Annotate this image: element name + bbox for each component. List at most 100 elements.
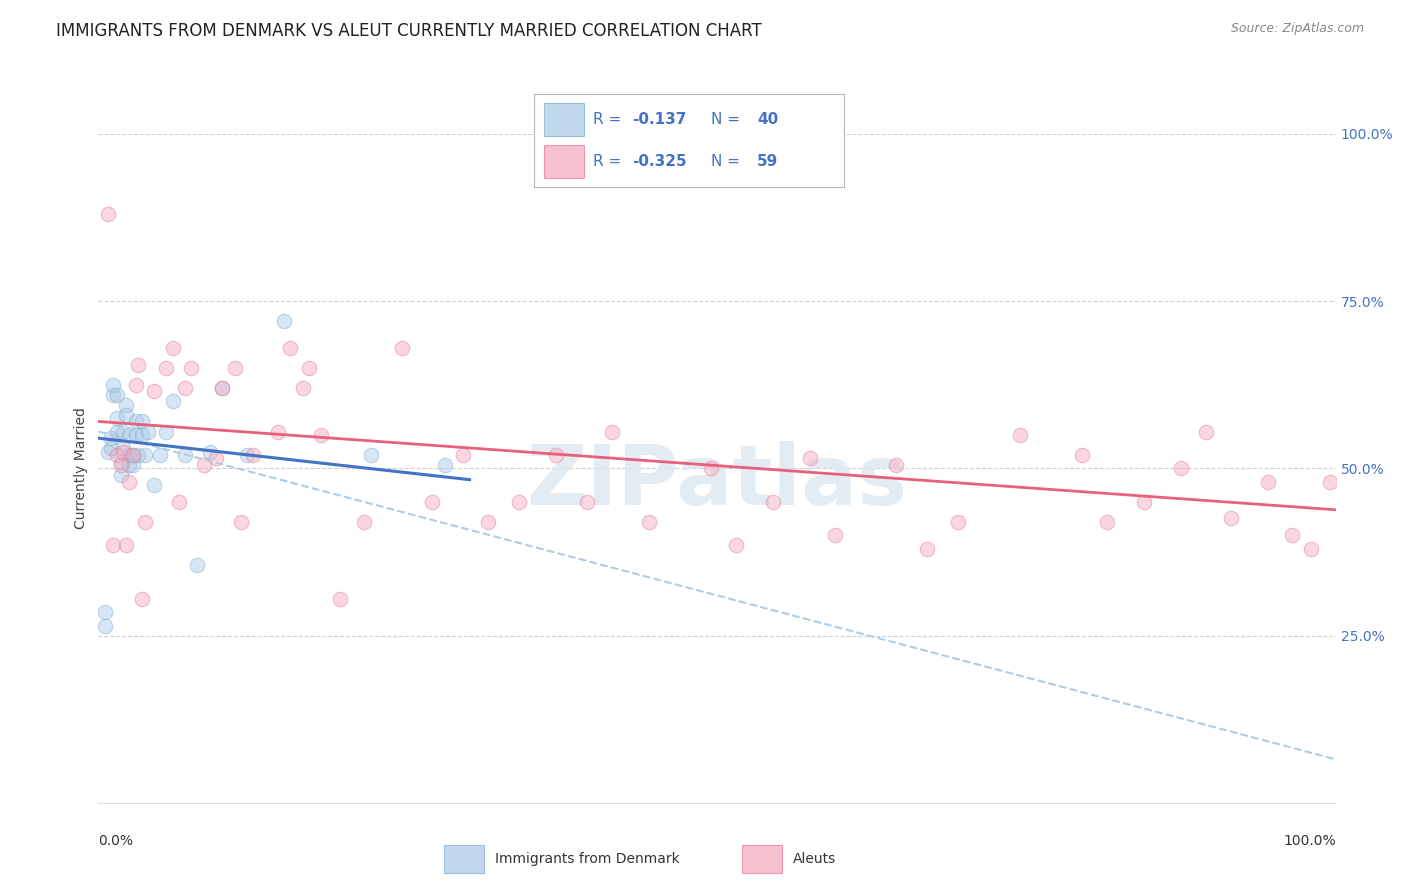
Point bbox=[114, 408, 136, 422]
Point bbox=[1133, 494, 1156, 508]
Point bbox=[600, 425, 623, 439]
Point bbox=[110, 455, 132, 469]
Point bbox=[1095, 515, 1118, 529]
Point bbox=[174, 381, 197, 395]
Point bbox=[112, 444, 135, 458]
Point bbox=[136, 425, 159, 439]
Text: Immigrants from Denmark: Immigrants from Denmark bbox=[495, 852, 679, 865]
Point bbox=[97, 444, 120, 458]
Point bbox=[273, 314, 295, 328]
Point bbox=[114, 538, 136, 552]
Text: -0.137: -0.137 bbox=[631, 112, 686, 127]
Point bbox=[477, 515, 499, 529]
Point bbox=[143, 478, 166, 492]
Point bbox=[1195, 425, 1218, 439]
Point bbox=[105, 448, 128, 462]
Point bbox=[118, 428, 141, 442]
Point bbox=[131, 415, 153, 429]
Text: Aleuts: Aleuts bbox=[793, 852, 837, 865]
Point bbox=[242, 448, 264, 462]
Point bbox=[1071, 448, 1094, 462]
Point bbox=[167, 494, 190, 508]
Point bbox=[453, 448, 475, 462]
Point bbox=[948, 515, 970, 529]
Point bbox=[224, 361, 246, 376]
Point bbox=[131, 591, 153, 606]
Point bbox=[127, 448, 149, 462]
Point bbox=[122, 448, 145, 462]
Point bbox=[205, 451, 228, 466]
Point bbox=[824, 528, 846, 542]
Point bbox=[546, 448, 568, 462]
Text: Source: ZipAtlas.com: Source: ZipAtlas.com bbox=[1230, 22, 1364, 36]
Point bbox=[391, 341, 413, 355]
Bar bbox=[742, 845, 782, 872]
Point bbox=[1299, 541, 1322, 556]
Point bbox=[105, 425, 128, 439]
Bar bbox=[444, 845, 484, 872]
Point bbox=[267, 425, 290, 439]
Text: -0.325: -0.325 bbox=[631, 154, 686, 169]
Text: R =: R = bbox=[593, 112, 626, 127]
Point bbox=[131, 428, 153, 442]
Point bbox=[143, 384, 166, 399]
Point bbox=[638, 515, 661, 529]
Point bbox=[103, 377, 125, 392]
Text: N =: N = bbox=[710, 154, 744, 169]
Point bbox=[122, 458, 145, 472]
Point bbox=[124, 377, 146, 392]
Point bbox=[193, 458, 215, 472]
Point bbox=[1281, 528, 1303, 542]
Point bbox=[162, 394, 184, 409]
Point bbox=[114, 398, 136, 412]
Point bbox=[1170, 461, 1192, 475]
Point bbox=[1010, 428, 1032, 442]
Text: 0.0%: 0.0% bbox=[98, 834, 134, 848]
Point bbox=[118, 475, 141, 489]
Point bbox=[155, 425, 177, 439]
Text: N =: N = bbox=[710, 112, 744, 127]
Point bbox=[329, 591, 352, 606]
Point bbox=[122, 448, 145, 462]
Point bbox=[134, 515, 156, 529]
Point bbox=[309, 428, 332, 442]
Point bbox=[110, 468, 132, 483]
Point bbox=[291, 381, 314, 395]
Point bbox=[236, 448, 259, 462]
Point bbox=[353, 515, 375, 529]
Point bbox=[100, 442, 122, 456]
Point bbox=[110, 458, 132, 472]
Bar bbox=[544, 103, 583, 136]
Text: ZIPatlas: ZIPatlas bbox=[527, 442, 907, 522]
Point bbox=[1219, 511, 1241, 525]
Point bbox=[124, 428, 146, 442]
Point bbox=[1257, 475, 1279, 489]
Point bbox=[360, 448, 382, 462]
Point bbox=[134, 448, 156, 462]
Point bbox=[211, 381, 233, 395]
Point bbox=[97, 207, 120, 221]
Point bbox=[198, 444, 221, 458]
Point bbox=[149, 448, 172, 462]
Point bbox=[229, 515, 252, 529]
Point bbox=[118, 458, 141, 472]
Text: 59: 59 bbox=[756, 154, 779, 169]
Text: 100.0%: 100.0% bbox=[1284, 834, 1336, 848]
Point bbox=[103, 388, 125, 402]
Point bbox=[1319, 475, 1341, 489]
Point bbox=[93, 605, 115, 619]
Point bbox=[105, 388, 128, 402]
Point bbox=[127, 358, 149, 372]
Point bbox=[103, 538, 125, 552]
Point bbox=[700, 461, 723, 475]
Point bbox=[186, 558, 208, 573]
Y-axis label: Currently Married: Currently Married bbox=[75, 408, 89, 529]
Point bbox=[174, 448, 197, 462]
Point bbox=[799, 451, 821, 466]
Point bbox=[298, 361, 321, 376]
Point bbox=[100, 431, 122, 445]
Point bbox=[724, 538, 747, 552]
Text: R =: R = bbox=[593, 154, 626, 169]
Point bbox=[180, 361, 202, 376]
Point bbox=[278, 341, 301, 355]
